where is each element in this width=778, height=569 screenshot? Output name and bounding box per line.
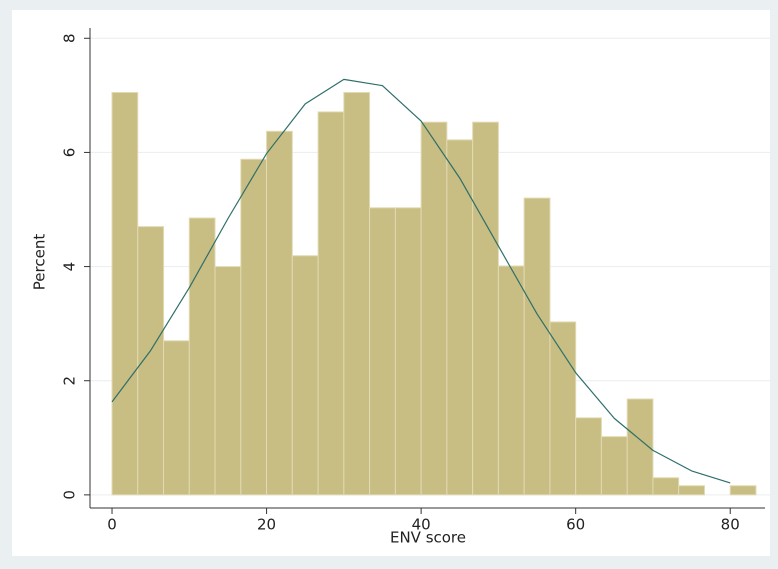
bar	[420, 121, 448, 496]
bar	[137, 226, 165, 496]
bar	[600, 436, 628, 496]
x-tick-label: 20	[257, 516, 276, 534]
bar	[266, 130, 293, 496]
y-tick-label: 4	[61, 262, 79, 272]
y-tick-label: 8	[61, 34, 79, 44]
bar	[652, 477, 680, 496]
x-tick-label: 60	[566, 516, 585, 534]
bar	[214, 266, 242, 496]
x-axis-title: ENV score	[390, 529, 466, 547]
bar	[394, 207, 422, 496]
bar	[343, 91, 371, 496]
bar	[188, 217, 216, 496]
bar	[472, 121, 499, 496]
y-tick-label: 0	[61, 490, 79, 500]
x-tick-label: 40	[412, 516, 431, 534]
bar	[729, 485, 757, 496]
bar	[240, 158, 268, 496]
bar	[549, 321, 577, 496]
bar	[575, 417, 602, 496]
y-axis-title: Percent	[31, 234, 49, 291]
bar	[678, 485, 705, 496]
bar	[369, 207, 396, 496]
density-curve	[111, 78, 731, 484]
bar	[497, 265, 525, 496]
x-tick-label: 0	[107, 516, 117, 534]
bar	[111, 91, 139, 496]
y-tick-label: 2	[61, 376, 79, 386]
bar	[523, 197, 551, 496]
bar	[163, 340, 190, 496]
x-tick-label: 80	[721, 516, 740, 534]
bar	[291, 255, 319, 496]
bar	[317, 111, 345, 496]
y-tick-label: 6	[61, 148, 79, 158]
